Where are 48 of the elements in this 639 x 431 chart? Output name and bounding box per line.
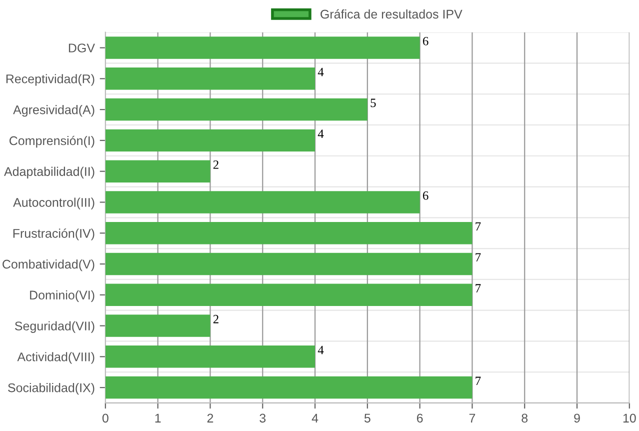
data-label: 6: [422, 191, 428, 200]
x-tick-label: 7: [469, 414, 476, 422]
bar: [105, 314, 210, 337]
y-tick-label: Autocontrol(III): [13, 198, 94, 210]
y-tick-label: DGV: [68, 44, 95, 52]
data-label: 2: [213, 314, 218, 324]
x-tick-label: 2: [207, 414, 214, 422]
x-tick-label: 5: [364, 414, 370, 423]
x-tick-label: 3: [260, 414, 266, 423]
bar: [105, 129, 316, 152]
data-label: 5: [370, 98, 376, 108]
x-tick-label: 1: [155, 414, 161, 422]
bar: [105, 346, 316, 368]
y-tick-label: Receptividad(R): [6, 74, 94, 86]
data-label: 7: [476, 376, 481, 385]
bar: [105, 160, 210, 182]
bar: [105, 36, 420, 59]
data-label: 2: [213, 160, 218, 169]
bar: [105, 68, 316, 90]
bar: [105, 191, 420, 214]
data-label: 4: [318, 68, 324, 76]
y-tick-label: Seguridad(VII): [14, 321, 94, 333]
data-label: 7: [476, 253, 481, 262]
x-tick-label: 9: [574, 414, 580, 423]
y-tick-label: Actividad(VIII): [17, 352, 94, 364]
data-label: 4: [318, 130, 324, 138]
y-tick-label: Combatividad(V): [2, 259, 94, 272]
y-tick-label: Comprensión(I): [10, 136, 94, 148]
y-tick-label: Sociabilidad(IX): [8, 383, 94, 395]
y-tick-label: Agresividad(A): [13, 105, 94, 117]
x-tick-label: 0: [102, 414, 108, 423]
y-tick-label: Dominio(VI): [30, 290, 94, 302]
bar: [105, 222, 472, 244]
data-label: 7: [476, 222, 481, 231]
x-tick-label: 10: [623, 414, 636, 423]
data-label: 7: [476, 284, 481, 292]
bar: [105, 252, 472, 276]
bar: [105, 284, 472, 306]
y-tick-label: Frustración(IV): [13, 228, 94, 240]
bar: [105, 376, 472, 399]
y-tick-label: Adaptabilidad(II): [4, 166, 94, 178]
x-tick-label: 4: [312, 414, 318, 422]
bar: [105, 98, 368, 121]
data-label: 4: [318, 346, 324, 354]
x-tick-label: 6: [416, 414, 423, 423]
x-tick-label: 8: [522, 414, 528, 423]
legend-label: Gráfica de resultados IPV: [320, 9, 462, 19]
data-label: 6: [422, 36, 428, 46]
